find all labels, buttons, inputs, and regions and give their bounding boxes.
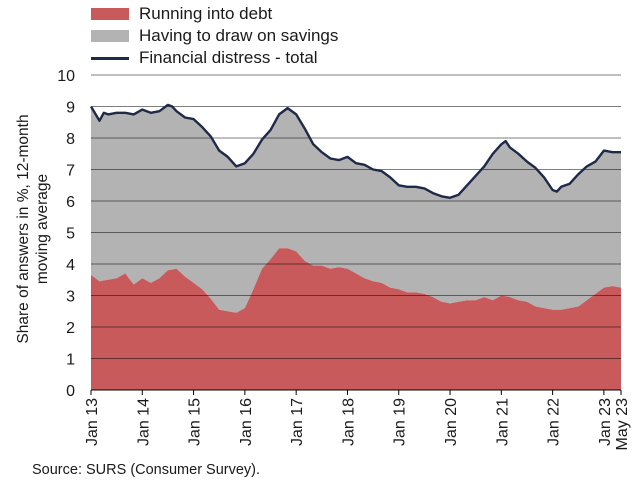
x-tick-label: Jan 19 [392,398,409,446]
x-tick-label: May 23 [614,398,631,451]
x-tick-label: Jan 20 [443,398,460,446]
y-tick-label: 5 [66,226,75,243]
y-tick-label: 4 [66,257,75,274]
y-tick-label: 10 [57,68,75,85]
x-tick-label: Jan 14 [135,398,152,446]
source-note: Source: SURS (Consumer Survey). [32,462,261,478]
savings-area [91,104,621,313]
legend-swatch-debt [91,8,129,20]
legend-swatch-savings [91,30,129,42]
x-tick-label: Jan 21 [494,398,511,446]
x-tick-labels: Jan 13 Jan 14 Jan 15 Jan 16 Jan 17 Jan 18 Jan … [84,398,631,451]
y-tick-label: 2 [66,320,75,337]
y-tick-label: 8 [66,131,75,148]
legend-item-debt: Running into debt [91,3,272,25]
y-tick-label: 6 [66,194,75,211]
y-tick-label: 7 [66,163,75,180]
x-tick-label: Jan 23 [597,398,614,446]
legend-label-savings: Having to draw on savings [139,26,339,45]
total-line [89,103,621,199]
y-axis-title: Share of answers in %, 12-month moving a… [15,114,51,344]
y-tick-labels: 0 1 2 3 4 5 6 7 8 9 10 [57,68,75,400]
x-tick-label: Jan 15 [187,398,204,446]
x-tick-label: Jan 16 [238,398,255,446]
y-tick-label: 1 [66,352,75,369]
legend-swatch-total [91,56,129,60]
y-tick-label: 0 [66,383,75,400]
y-tick-label: 9 [66,100,75,117]
legend-label-total: Financial distress - total [139,48,318,67]
legend-item-savings: Having to draw on savings [91,25,338,47]
legend-label-debt: Running into debt [139,4,273,23]
x-tick-label: Jan 17 [289,398,306,446]
legend-item-total: Financial distress - total [91,47,318,69]
y-gridlines [91,74,621,359]
x-tick-label: Jan 13 [84,398,101,446]
x-tick-label: Jan 18 [340,398,357,446]
x-ticks [90,390,622,395]
debt-area [91,248,621,390]
x-tick-label: Jan 22 [546,398,563,446]
y-tick-label: 3 [66,289,75,306]
